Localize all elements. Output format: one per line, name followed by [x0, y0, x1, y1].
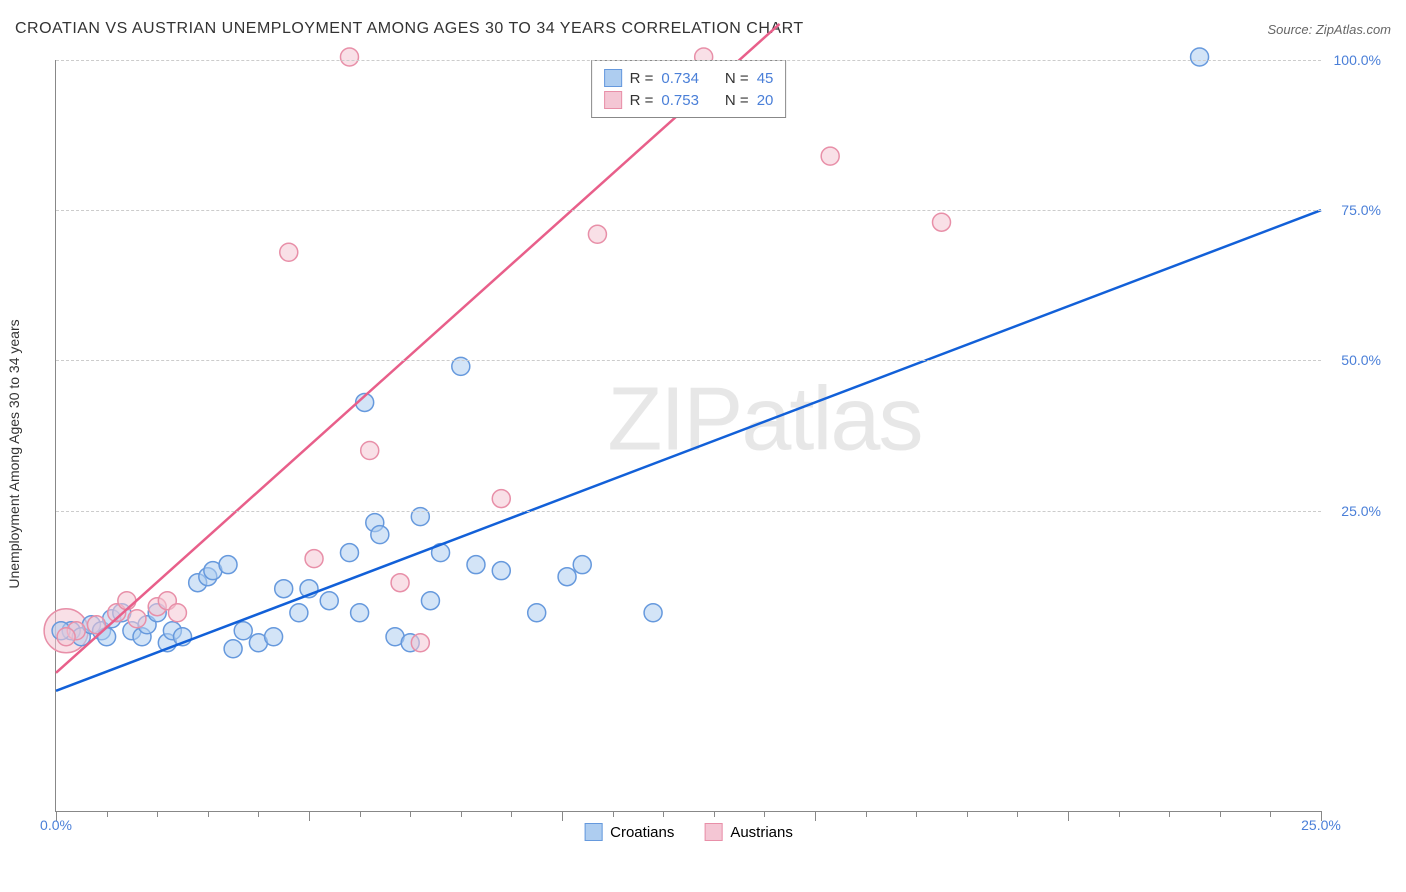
x-minor-tick [511, 811, 512, 817]
y-tick-label: 50.0% [1341, 352, 1381, 368]
x-minor-tick [107, 811, 108, 817]
n-value: 20 [757, 92, 774, 109]
x-minor-tick [1270, 811, 1271, 817]
scatter-point [1191, 48, 1209, 66]
scatter-point [224, 640, 242, 658]
x-minor-tick [714, 811, 715, 817]
plot-area: ZIPatlas R = 0.734 N = 45 R = 0.753 N = … [55, 60, 1321, 812]
legend-item: Austrians [704, 823, 793, 841]
scatter-point [128, 610, 146, 628]
x-minor-tick [1017, 811, 1018, 817]
plot-svg [56, 60, 1321, 811]
gridline [56, 511, 1321, 512]
n-label: N = [725, 70, 749, 87]
x-minor-tick [866, 811, 867, 817]
x-minor-tick [157, 811, 158, 817]
scatter-point [351, 604, 369, 622]
scatter-point [821, 147, 839, 165]
x-minor-tick [1119, 811, 1120, 817]
x-minor-tick [967, 811, 968, 817]
scatter-point [340, 48, 358, 66]
scatter-point [290, 604, 308, 622]
scatter-point [558, 568, 576, 586]
x-minor-tick [1169, 811, 1170, 817]
series-legend: Croatians Austrians [584, 823, 793, 841]
legend-swatch [604, 91, 622, 109]
scatter-point [280, 243, 298, 261]
legend-item: Croatians [584, 823, 674, 841]
r-label: R = [630, 92, 654, 109]
x-tick [562, 811, 563, 821]
legend-label: Croatians [610, 824, 674, 841]
regression-line [56, 210, 1321, 691]
correlation-row: R = 0.753 N = 20 [604, 89, 774, 111]
x-tick [1068, 811, 1069, 821]
scatter-point [588, 225, 606, 243]
x-tick-label: 25.0% [1301, 817, 1341, 833]
n-value: 45 [757, 70, 774, 87]
r-value: 0.734 [661, 70, 699, 87]
x-tick-label: 0.0% [40, 817, 72, 833]
gridline [56, 360, 1321, 361]
scatter-point [275, 580, 293, 598]
x-minor-tick [613, 811, 614, 817]
y-axis-label: Unemployment Among Ages 30 to 34 years [6, 319, 22, 588]
y-tick-label: 25.0% [1341, 503, 1381, 519]
scatter-point [371, 526, 389, 544]
x-minor-tick [258, 811, 259, 817]
correlation-legend: R = 0.734 N = 45 R = 0.753 N = 20 [591, 60, 787, 118]
scatter-point [219, 556, 237, 574]
x-tick [309, 811, 310, 821]
x-minor-tick [916, 811, 917, 817]
legend-swatch [704, 823, 722, 841]
x-minor-tick [410, 811, 411, 817]
legend-label: Austrians [730, 824, 793, 841]
legend-swatch [604, 69, 622, 87]
y-tick-label: 100.0% [1334, 52, 1381, 68]
y-tick-label: 75.0% [1341, 202, 1381, 218]
correlation-row: R = 0.734 N = 45 [604, 67, 774, 89]
scatter-point [467, 556, 485, 574]
scatter-point [305, 550, 323, 568]
scatter-point [234, 622, 252, 640]
r-label: R = [630, 70, 654, 87]
r-value: 0.753 [661, 92, 699, 109]
x-minor-tick [1220, 811, 1221, 817]
x-tick [815, 811, 816, 821]
scatter-point [573, 556, 591, 574]
x-minor-tick [764, 811, 765, 817]
scatter-point [421, 592, 439, 610]
scatter-point [168, 604, 186, 622]
gridline [56, 60, 1321, 61]
scatter-point [528, 604, 546, 622]
scatter-point [118, 592, 136, 610]
x-minor-tick [461, 811, 462, 817]
x-minor-tick [663, 811, 664, 817]
x-minor-tick [208, 811, 209, 817]
scatter-point [340, 544, 358, 562]
scatter-point [411, 634, 429, 652]
scatter-point [57, 628, 75, 646]
scatter-point [391, 574, 409, 592]
source-attribution: Source: ZipAtlas.com [1267, 22, 1391, 37]
scatter-point [361, 442, 379, 460]
regression-line [56, 24, 780, 673]
scatter-point [644, 604, 662, 622]
scatter-point [265, 628, 283, 646]
n-label: N = [725, 92, 749, 109]
chart-title: CROATIAN VS AUSTRIAN UNEMPLOYMENT AMONG … [15, 20, 804, 38]
scatter-point [492, 562, 510, 580]
scatter-point [320, 592, 338, 610]
legend-swatch [584, 823, 602, 841]
scatter-point [933, 213, 951, 231]
gridline [56, 210, 1321, 211]
x-minor-tick [360, 811, 361, 817]
scatter-point [492, 490, 510, 508]
chart-container: ZIPatlas R = 0.734 N = 45 R = 0.753 N = … [55, 60, 1386, 842]
